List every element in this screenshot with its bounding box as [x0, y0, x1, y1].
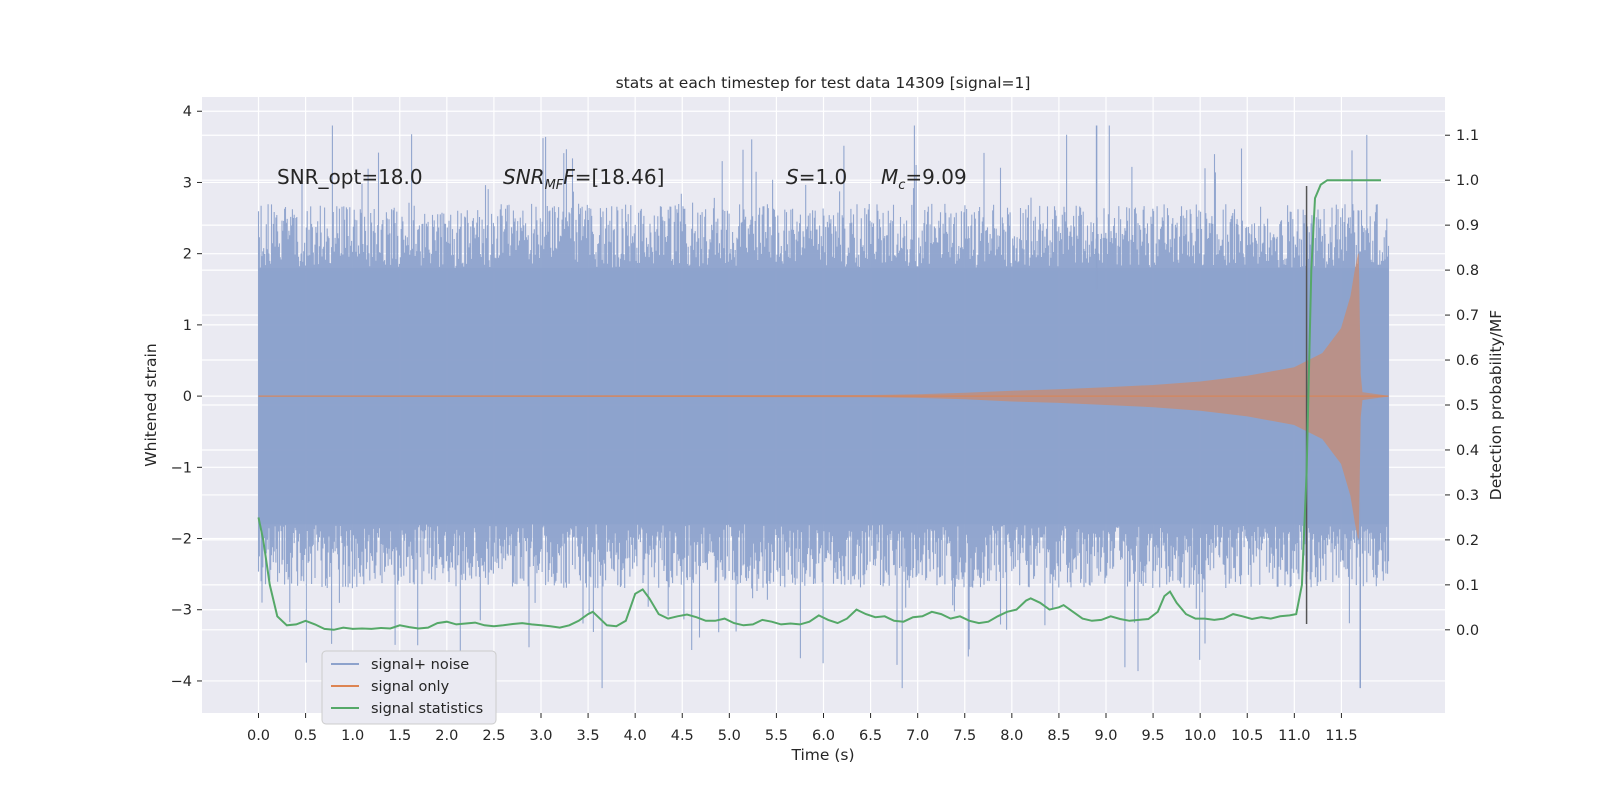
y2-tick-label: 1.0	[1456, 173, 1479, 189]
x-tick-label: 7.5	[953, 728, 976, 744]
x-tick-label: 2.5	[482, 728, 505, 744]
annotation-snr-mf: SNRMFF=[18.46]	[503, 165, 664, 193]
annotation-mc: Mc=9.09	[881, 165, 967, 193]
snr-mf-f: F	[563, 165, 575, 189]
x-tick-label: 7.0	[906, 728, 929, 744]
x-tick-label: 11.0	[1278, 728, 1310, 744]
y2-tick-label: 0.3	[1456, 488, 1479, 504]
x-tick-label: 10.0	[1184, 728, 1216, 744]
x-tick-label: 0.5	[294, 728, 317, 744]
x-tick-label: 5.5	[765, 728, 788, 744]
x-tick-label: 3.0	[529, 728, 552, 744]
x-tick-label: 10.5	[1231, 728, 1263, 744]
y2-tick-label: 0.9	[1456, 218, 1479, 234]
y-tick-label: −2	[171, 532, 192, 548]
mc-value: =9.09	[905, 165, 966, 189]
x-tick-label: 11.5	[1325, 728, 1357, 744]
y2-axis-label: Detection probability/MF	[1487, 310, 1505, 501]
y2-tick-label: 0.0	[1456, 623, 1479, 639]
y-tick-label: 0	[183, 389, 192, 405]
x-tick-label: 0.0	[247, 728, 270, 744]
x-tick-label: 6.5	[859, 728, 882, 744]
signal-only-series	[258, 253, 1389, 539]
y2-tick-label: 0.5	[1456, 398, 1479, 414]
y2-tick-label: 0.1	[1456, 578, 1479, 594]
snr-mf-sub: MF	[545, 178, 564, 193]
mc-var: M	[881, 165, 898, 189]
y2-tick-label: 0.4	[1456, 443, 1479, 459]
x-tick-label: 4.0	[624, 728, 647, 744]
x-tick-label: 1.0	[341, 728, 364, 744]
x-tick-label: 8.0	[1000, 728, 1023, 744]
legend: signal+ noise signal only signal statist…	[321, 650, 497, 725]
y2-axis-ticks: 0.0 0.1 0.2 0.3 0.4 0.5 0.6 0.7 0.8 0.9 1.0 1.1	[1445, 128, 1479, 639]
y-tick-label: 4	[183, 104, 192, 120]
annotation-snr-opt: SNR_opt=18.0	[277, 165, 423, 189]
y2-tick-label: 0.6	[1456, 353, 1479, 369]
y2-tick-label: 0.7	[1456, 308, 1479, 324]
y2-tick-label: 0.8	[1456, 263, 1479, 279]
y-tick-label: 1	[183, 318, 192, 334]
legend-label-statistics: signal statistics	[371, 701, 483, 717]
x-tick-label: 9.5	[1142, 728, 1165, 744]
x-tick-label: 9.0	[1094, 728, 1117, 744]
x-tick-label: 3.5	[577, 728, 600, 744]
y-tick-label: 3	[183, 175, 192, 191]
s-var: S	[786, 165, 799, 189]
x-tick-label: 5.0	[718, 728, 741, 744]
x-tick-label: 6.0	[812, 728, 835, 744]
s-value: =1.0	[799, 165, 848, 189]
y2-tick-label: 1.1	[1456, 128, 1479, 144]
y2-tick-label: 0.2	[1456, 533, 1479, 549]
legend-box	[321, 650, 497, 725]
signal-statistics-series	[257, 179, 1381, 631]
chart-title: stats at each timestep for test data 143…	[616, 74, 1031, 92]
y-tick-label: −4	[171, 674, 192, 690]
snr-mf-value: =[18.46]	[575, 165, 665, 189]
x-tick-label: 8.5	[1047, 728, 1070, 744]
legend-label-noise: signal+ noise	[371, 657, 469, 673]
y-tick-label: −1	[171, 460, 192, 476]
snr-mf-main: SNR	[503, 165, 545, 189]
x-tick-label: 2.0	[435, 728, 458, 744]
x-axis-label: Time (s)	[790, 746, 854, 764]
y-axis-label: Whitened strain	[142, 343, 160, 466]
x-axis-ticks: 0.0 0.5 1.0 1.5 2.0 2.5 3.0 3.5 4.0 4.5 5.0 5.5 6.0 6…	[247, 713, 1358, 744]
mc-sub: c	[898, 178, 905, 193]
y-tick-label: 2	[183, 247, 192, 263]
statistics-line	[257, 179, 1381, 631]
x-tick-label: 4.5	[671, 728, 694, 744]
y-axis-ticks: −4 −3 −2 −1 0 1 2 3 4	[171, 104, 202, 690]
y-tick-label: −3	[171, 603, 192, 619]
x-tick-label: 1.5	[388, 728, 411, 744]
legend-label-signal: signal only	[371, 679, 450, 695]
annotation-s: S=1.0	[786, 165, 847, 189]
